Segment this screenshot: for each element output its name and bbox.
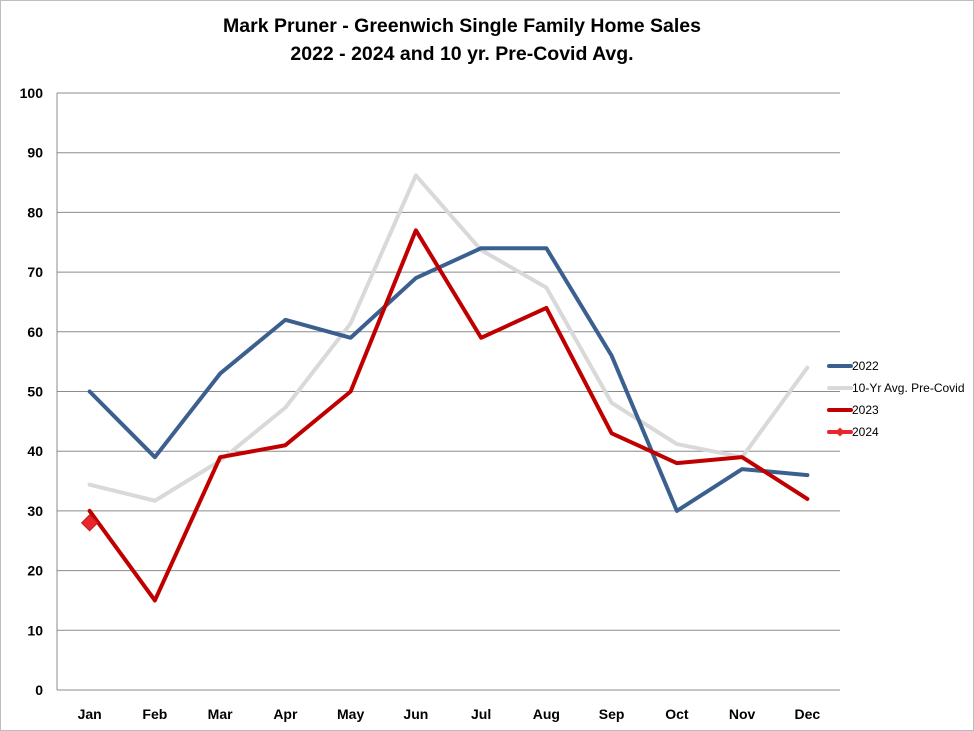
legend-label: 10-Yr Avg. Pre-Covid	[852, 381, 965, 395]
x-tick-label: Jul	[471, 706, 491, 722]
series-lines	[80, 173, 810, 603]
legend-label: 2024	[852, 425, 879, 439]
y-axis-ticks: 0 10 20 30 40 50 60 70 80 90 100	[20, 85, 44, 698]
legend-item-2022: 2022	[827, 359, 879, 373]
x-tick-label: Jun	[403, 706, 428, 722]
legend-label: 2022	[852, 359, 879, 373]
legend-item-2023: 2023	[827, 403, 879, 417]
x-tick-label: Nov	[729, 706, 756, 722]
x-tick-label: Sep	[599, 706, 625, 722]
axes	[56, 93, 840, 691]
y-tick-label: 20	[27, 563, 43, 579]
y-tick-label: 30	[27, 503, 43, 519]
series-line-10-yr-avg-pre-covid	[87, 173, 810, 503]
y-tick-label: 100	[20, 85, 44, 101]
x-tick-label: Apr	[273, 706, 298, 722]
y-tick-label: 60	[27, 324, 43, 340]
x-tick-label: Aug	[533, 706, 560, 722]
y-tick-label: 0	[35, 682, 43, 698]
legend-label: 2023	[852, 403, 879, 417]
x-tick-label: Dec	[795, 706, 821, 722]
chart-title-block: Mark Pruner - Greenwich Single Family Ho…	[0, 12, 924, 68]
legend: 2022 10-Yr Avg. Pre-Covid 2023 2024	[827, 359, 965, 439]
series-line-2023	[87, 228, 810, 603]
y-tick-label: 70	[27, 264, 43, 280]
data-point-2024	[80, 514, 99, 532]
series-line-2022	[87, 246, 810, 513]
y-tick-label: 10	[27, 622, 43, 638]
x-tick-label: Feb	[142, 706, 167, 722]
x-tick-label: Oct	[665, 706, 689, 722]
y-tick-label: 80	[27, 204, 43, 220]
y-tick-label: 40	[27, 443, 43, 459]
x-tick-label: Jan	[78, 706, 102, 722]
y-tick-label: 90	[27, 145, 43, 161]
x-tick-label: May	[337, 706, 364, 722]
x-tick-label: Mar	[208, 706, 233, 722]
legend-item-10-yr-avg-pre-covid: 10-Yr Avg. Pre-Covid	[827, 381, 965, 395]
chart-title: Mark Pruner - Greenwich Single Family Ho…	[223, 15, 701, 37]
legend-marker	[835, 427, 845, 437]
gridlines	[57, 92, 840, 631]
chart-subtitle: 2022 - 2024 and 10 yr. Pre-Covid Avg.	[290, 43, 634, 65]
legend-item-2024: 2024	[827, 425, 879, 439]
x-axis-ticks: Jan Feb Mar Apr May Jun Jul Aug Sep Oct Nov Dec	[78, 706, 821, 722]
y-tick-label: 50	[27, 384, 43, 400]
